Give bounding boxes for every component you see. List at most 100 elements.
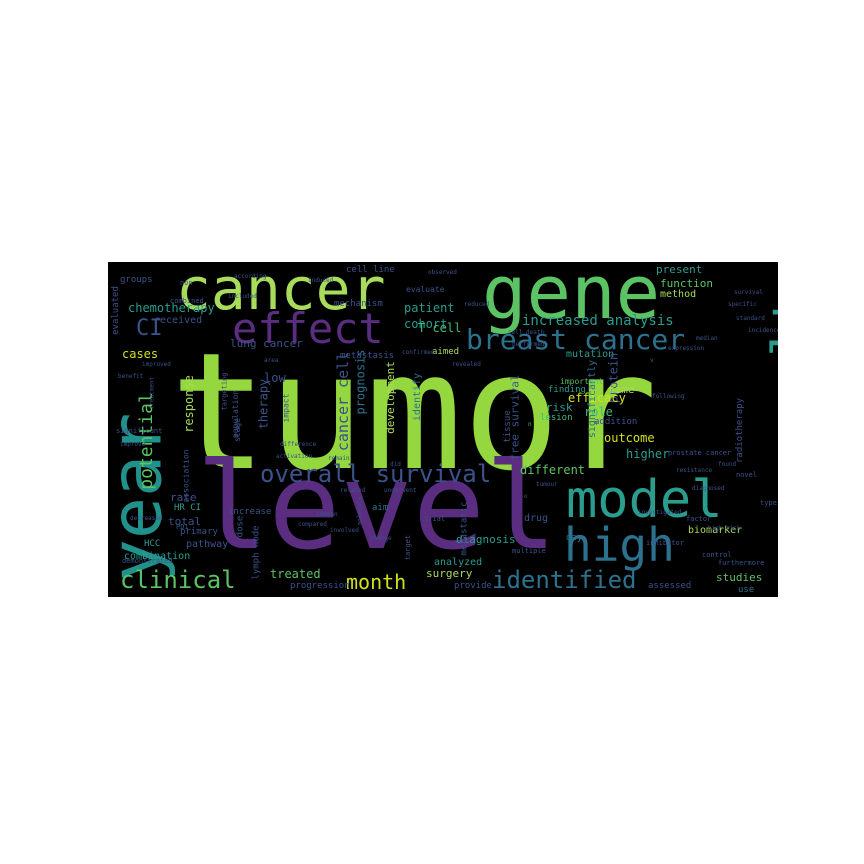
word: median: [696, 335, 718, 342]
word: underwent: [384, 487, 417, 494]
word: cohort: [404, 317, 448, 331]
word: improve: [120, 441, 146, 448]
word: o: [524, 493, 528, 500]
word: HR CI: [174, 503, 202, 513]
word: assessed: [648, 581, 692, 591]
word: non: [180, 279, 193, 287]
word: analyzed: [434, 557, 483, 568]
word: reduced: [464, 301, 490, 308]
word: combined: [170, 297, 204, 305]
word: increased analysis: [522, 313, 674, 329]
word: radiotherapy: [735, 397, 746, 464]
word: included: [228, 293, 257, 300]
word: outcome: [604, 431, 655, 445]
word: multiple: [512, 547, 546, 555]
word: patient: [404, 301, 455, 315]
word: change: [370, 535, 392, 542]
word: mutation: [566, 349, 615, 360]
word: drug: [524, 513, 549, 524]
word: revealed: [452, 361, 481, 368]
word: lymph node: [251, 525, 262, 580]
word: result: [761, 294, 778, 482]
word: standard: [736, 315, 765, 322]
word: surgery: [426, 567, 473, 580]
word: cell line: [346, 265, 395, 275]
word: related: [340, 487, 366, 494]
word: pathway: [186, 539, 229, 550]
word: benefit: [118, 373, 144, 380]
word: addition: [594, 417, 638, 427]
word: trial: [424, 515, 446, 523]
word: different: [520, 463, 586, 477]
word: involved: [330, 527, 359, 534]
word: decreased: [130, 515, 163, 522]
word: studies: [716, 571, 763, 584]
word: model: [566, 470, 723, 530]
word: HCC: [144, 539, 161, 549]
word: aimed: [432, 347, 460, 357]
word: specific: [728, 301, 757, 308]
word: confirmed: [402, 349, 435, 356]
word: found: [718, 461, 737, 468]
word: development: [383, 361, 397, 434]
word: induced: [308, 277, 334, 284]
word: tumor: [170, 319, 658, 507]
word: metastasis: [340, 351, 395, 361]
word: investigated: [638, 509, 682, 516]
word: stage: [233, 417, 243, 443]
word: increase: [228, 507, 272, 517]
word: method: [660, 289, 697, 300]
word: did: [390, 461, 401, 468]
word: high: [564, 518, 675, 572]
word: aim: [372, 503, 389, 513]
word: target: [404, 534, 413, 561]
word: cancer cell: [334, 351, 353, 452]
word: performed: [512, 341, 545, 348]
word: high risk: [708, 525, 741, 532]
word: association: [181, 449, 191, 503]
word: present: [656, 263, 703, 276]
word: combination: [124, 551, 191, 562]
word: evaluate: [406, 285, 445, 294]
word: breast cancer: [466, 323, 686, 356]
word: treatment: [148, 376, 156, 410]
word: observed: [428, 269, 457, 276]
word: evaluated: [110, 286, 121, 335]
word: impact: [281, 393, 291, 423]
word: T cell: [418, 321, 462, 335]
word: level: [196, 438, 558, 577]
word: resistance: [676, 467, 713, 474]
word: finding: [548, 385, 586, 395]
word: biomarker: [688, 525, 743, 536]
word: higher: [626, 447, 670, 461]
word: expression: [668, 345, 705, 352]
word: groups: [120, 275, 153, 285]
word: common: [316, 511, 338, 518]
word: identified: [492, 566, 637, 594]
word: furthermore: [718, 559, 765, 567]
word: incidence: [748, 327, 778, 334]
word: control: [702, 551, 732, 559]
word: risk: [546, 401, 573, 414]
word: diagnosed: [692, 485, 725, 492]
word: efficacy: [568, 391, 626, 405]
word: cell death: [508, 329, 545, 336]
word: following: [652, 393, 685, 400]
word: response: [181, 375, 196, 433]
word: month: [346, 570, 407, 594]
word: significant: [116, 427, 163, 435]
word: effect: [232, 304, 384, 353]
word: remain: [328, 455, 350, 462]
word: received: [154, 315, 203, 326]
word: primary: [180, 527, 218, 537]
word: identify: [412, 372, 424, 422]
word: targeting: [220, 372, 229, 411]
word: mechanism: [334, 299, 383, 309]
word: lesion: [540, 413, 573, 423]
word: chemotherapy: [128, 301, 215, 315]
word: survival: [734, 289, 763, 296]
word: n: [528, 421, 532, 428]
word: low: [264, 371, 286, 385]
word: function: [660, 277, 713, 290]
word: clinical: [120, 566, 236, 594]
